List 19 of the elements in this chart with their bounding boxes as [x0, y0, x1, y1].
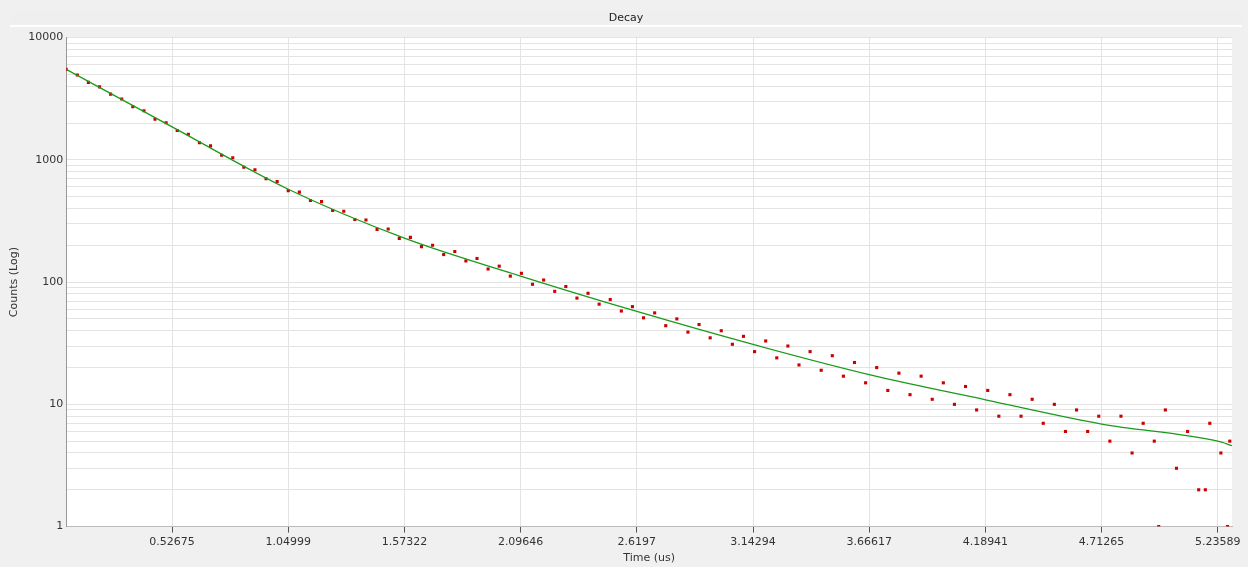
x-tick-label: 0.52675 — [149, 535, 195, 549]
y-tick-label: 1 — [56, 519, 64, 533]
x-tick-label: 5.23589 — [1195, 535, 1241, 549]
y-tick-label: 10000 — [28, 30, 64, 44]
x-tick-label: 2.6197 — [617, 535, 657, 549]
x-tick-label: 2.09646 — [497, 535, 544, 549]
y-tick-label: 1000 — [35, 152, 64, 166]
chart-title: Decay — [10, 10, 1242, 27]
x-tick-label: 1.57322 — [381, 535, 428, 549]
x-tick-label: 3.14294 — [730, 535, 776, 549]
x-tick-label: 4.18941 — [962, 535, 1009, 549]
line-series — [66, 68, 1232, 447]
y-axis-title: Counts (Log) — [7, 247, 21, 318]
x-tick-label: 1.04999 — [265, 535, 311, 549]
x-axis-title: Time (us) — [622, 551, 675, 565]
y-tick-label: 100 — [42, 274, 64, 288]
x-tick-label: 3.66617 — [846, 535, 892, 549]
y-tick-label: 10 — [49, 397, 64, 411]
x-tick-label: 4.71265 — [1078, 535, 1125, 549]
